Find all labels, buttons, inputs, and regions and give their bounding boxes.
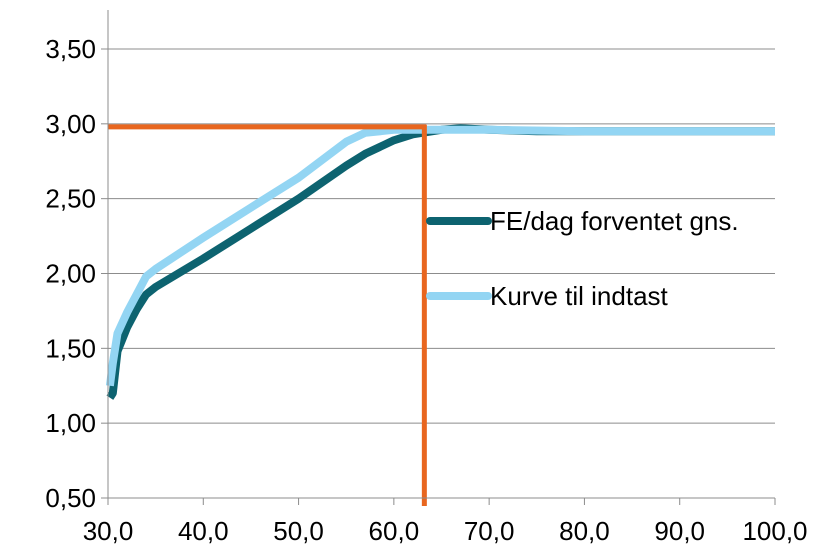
- y-tick-label: 1,00: [45, 408, 96, 438]
- y-tick-label: 1,50: [45, 333, 96, 363]
- x-tick-label: 70,0: [464, 516, 515, 546]
- x-tick-label: 100,0: [742, 516, 807, 546]
- x-tick-label: 60,0: [369, 516, 420, 546]
- y-tick-label: 3,00: [45, 109, 96, 139]
- x-tick-label: 40,0: [178, 516, 229, 546]
- x-tick-label: 30,0: [83, 516, 134, 546]
- legend-label-2: Kurve til indtast: [490, 281, 669, 311]
- y-tick-label: 2,00: [45, 259, 96, 289]
- x-tick-label: 50,0: [273, 516, 324, 546]
- legend: FE/dag forventet gns. Kurve til indtast: [426, 206, 739, 311]
- axes: [101, 10, 776, 505]
- y-tick-label: 0,50: [45, 483, 96, 513]
- series-line-2: [105, 125, 775, 387]
- gridlines: [108, 48, 775, 424]
- x-tick-label: 90,0: [654, 516, 705, 546]
- y-tick-label: 3,50: [45, 34, 96, 64]
- series-line-1: [106, 124, 775, 400]
- reference-lines: [108, 124, 427, 506]
- series-lines: [105, 124, 775, 400]
- x-tick-label: 80,0: [559, 516, 610, 546]
- y-tick-label: 2,50: [45, 184, 96, 214]
- legend-label-1: FE/dag forventet gns.: [490, 206, 739, 236]
- y-axis-ticks: 0,50 1,00 1,50 2,00 2,50 3,00 3,50: [45, 34, 96, 513]
- x-axis-ticks: 30,0 40,0 50,0 60,0 70,0 80,0 90,0 100,0: [83, 516, 808, 546]
